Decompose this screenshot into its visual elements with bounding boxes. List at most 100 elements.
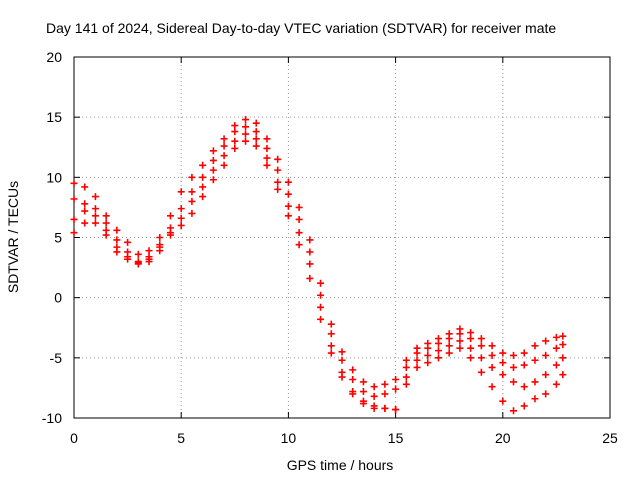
data-point [102,212,110,220]
x-tick-label: 15 [388,430,404,446]
data-point [199,193,207,201]
data-point [559,341,567,349]
data-point [338,348,346,356]
data-point [467,354,475,362]
data-point [102,219,110,227]
data-point [424,344,432,352]
data-point [263,154,271,162]
data-point [552,344,560,352]
x-tick-label: 20 [495,430,511,446]
data-point [209,147,217,155]
data-point [242,123,250,131]
data-point [510,378,518,386]
data-point [306,236,314,244]
data-point [263,161,271,169]
data-point [242,130,250,138]
x-tick-label: 5 [177,430,185,446]
data-point [113,236,121,244]
data-point [552,333,560,341]
data-point [413,363,421,371]
data-marks [70,116,567,415]
data-point [124,255,132,263]
data-point [295,203,303,211]
data-point [91,212,99,220]
data-point [445,342,453,350]
data-point [402,363,410,371]
x-tick-label: 0 [70,430,78,446]
data-point [134,250,142,258]
data-point [199,173,207,181]
data-point [263,135,271,143]
data-point [392,406,400,414]
data-point [70,195,78,203]
data-point [263,144,271,152]
data-point [70,229,78,237]
data-point [510,407,518,415]
data-point [542,390,550,398]
data-point [499,359,507,367]
data-point [274,185,282,193]
data-point [306,248,314,256]
data-point [520,349,528,357]
data-point [284,190,292,198]
data-point [413,349,421,357]
data-point [531,378,539,386]
data-point [70,215,78,223]
data-point [413,356,421,364]
data-point [359,388,367,396]
data-point [531,356,539,364]
data-point [81,207,89,215]
y-tick-label: 5 [54,230,62,246]
data-point [295,241,303,249]
data-point [306,260,314,268]
data-point [381,380,389,388]
data-point [199,183,207,191]
chart-title: Day 141 of 2024, Sidereal Day-to-day VTE… [46,20,556,36]
data-point [424,351,432,359]
data-point [91,205,99,213]
data-point [327,330,335,338]
data-point [338,373,346,381]
data-point [252,119,260,127]
data-point [434,354,442,362]
data-point [488,351,496,359]
data-point [145,247,153,255]
data-point [284,202,292,210]
data-point [467,329,475,337]
data-point [81,200,89,208]
data-point [559,354,567,362]
data-point [145,255,153,263]
data-point [209,156,217,164]
data-point [274,155,282,163]
data-point [477,368,485,376]
data-point [520,383,528,391]
data-point [166,229,174,237]
y-tick-label: 0 [54,290,62,306]
data-point [113,226,121,234]
series-track-1 [70,116,567,391]
data-point [209,166,217,174]
data-point [488,342,496,350]
data-point [177,214,185,222]
data-point [499,349,507,357]
x-tick-label: 10 [281,430,297,446]
data-point [317,315,325,323]
data-point [349,375,357,383]
data-point [542,337,550,345]
data-point [338,356,346,364]
data-point [520,361,528,369]
data-point [370,383,378,391]
data-point [188,188,196,196]
data-point [456,337,464,345]
series-track-3 [70,130,567,414]
data-point [295,229,303,237]
data-point [359,378,367,386]
data-point [327,349,335,357]
data-point [91,193,99,201]
data-point [209,176,217,184]
data-point [467,335,475,343]
data-point [434,347,442,355]
data-point [252,128,260,136]
data-point [520,402,528,410]
